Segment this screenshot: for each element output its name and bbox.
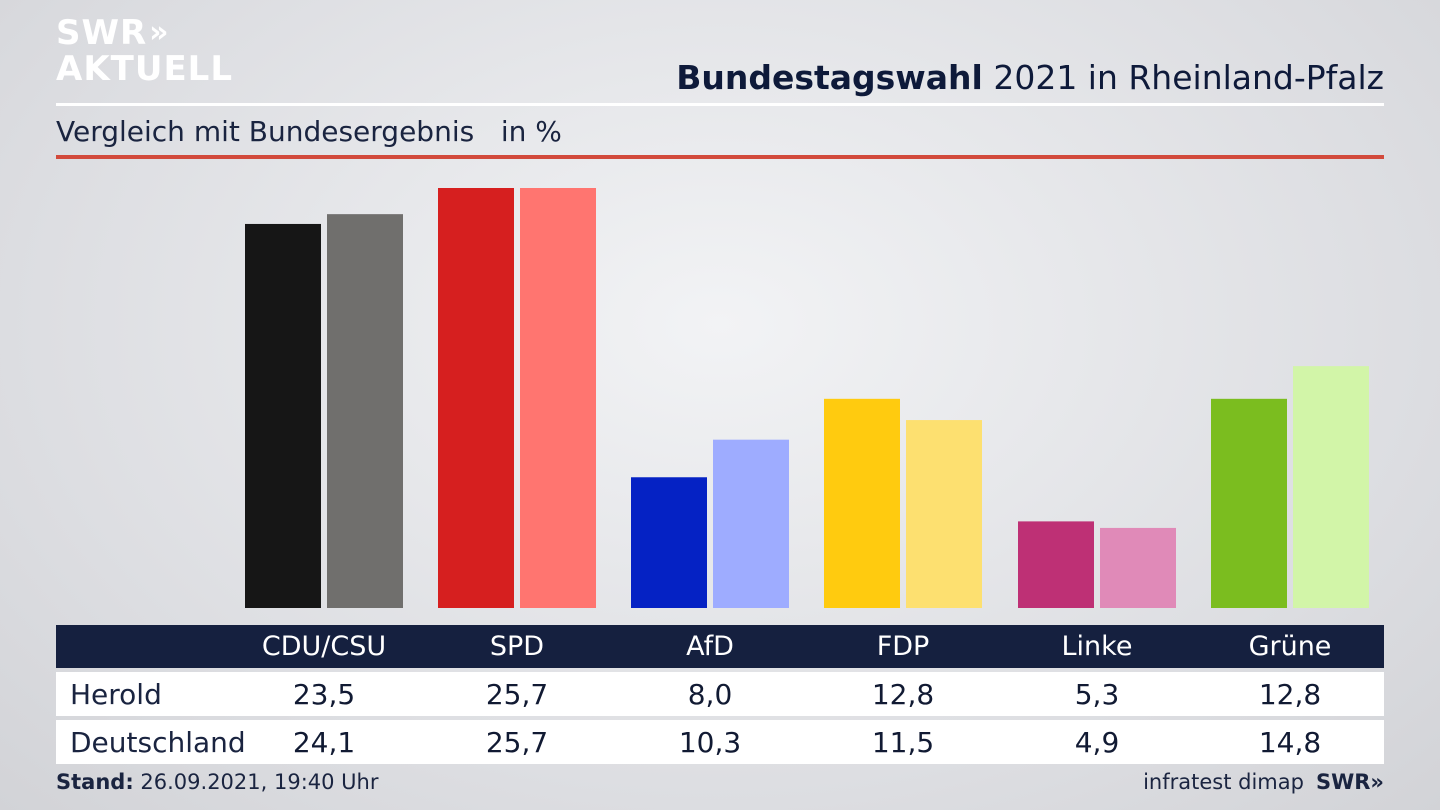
source-text: infratest dimap xyxy=(1143,770,1304,794)
stand-value: 26.09.2021, 19:40 Uhr xyxy=(133,770,379,794)
swr-brand-icon: SWR» xyxy=(1315,770,1384,794)
table-row-deutschland: Deutschland 24,1 25,7 10,3 11,5 4,9 14,8 xyxy=(56,720,1384,764)
bar-gruene-herold xyxy=(1211,398,1287,608)
title-rest: 2021 in Rheinland-Pfalz xyxy=(982,58,1384,97)
bar-linke-herold xyxy=(1018,521,1094,608)
bar-cdu-csu-herold xyxy=(245,223,321,608)
bar-cdu-csu-deutschland xyxy=(327,214,403,608)
title-bold: Bundestagswahl xyxy=(676,58,983,97)
footer: Stand: 26.09.2021, 19:40 Uhr infratest d… xyxy=(56,770,1384,800)
row-label-deutschland: Deutschland xyxy=(70,725,246,759)
data-label-herold-cdu-csu: 23,5 xyxy=(292,677,356,711)
bar-gruene-deutschland xyxy=(1293,366,1369,608)
data-label-herold-linke: 5,3 xyxy=(1074,677,1120,711)
data-label-deutschland-fdp: 11,5 xyxy=(871,725,935,759)
data-label-deutschland-linke: 4,9 xyxy=(1074,725,1120,759)
column-header-cdu-csu: CDU/CSU xyxy=(261,631,387,662)
bar-afd-herold xyxy=(631,477,707,608)
accent-divider xyxy=(56,155,1384,159)
logo-aktuell-text: AKTUELL xyxy=(56,49,234,89)
stand-label: Stand: xyxy=(56,770,134,794)
page-title: Bundestagswahl 2021 in Rheinland-Pfalz xyxy=(676,58,1384,97)
column-header-linke: Linke xyxy=(1061,631,1133,662)
table-header-row: CDU/CSU SPD AfD FDP Linke Grüne xyxy=(56,625,1384,668)
chart-subtitle: Vergleich mit Bundesergebnis in % xyxy=(56,115,562,148)
source-credit: infratest dimap SWR» xyxy=(1143,770,1384,794)
row-label-herold: Herold xyxy=(70,677,162,711)
logo-swr-text: SWR xyxy=(56,13,148,53)
bar-linke-deutschland xyxy=(1100,527,1176,608)
swr-aktuell-logo: SWR» AKTUELL xyxy=(56,16,233,86)
data-label-deutschland-cdu-csu: 24,1 xyxy=(292,725,356,759)
column-header-gruene: Grüne xyxy=(1248,631,1332,662)
data-label-deutschland-afd: 10,3 xyxy=(678,725,742,759)
data-label-herold-afd: 8,0 xyxy=(687,677,733,711)
bar-fdp-deutschland xyxy=(906,420,982,608)
data-label-herold-spd: 25,7 xyxy=(485,677,549,711)
column-header-spd: SPD xyxy=(489,631,545,662)
data-label-deutschland-gruene: 14,8 xyxy=(1258,725,1322,759)
bar-fdp-herold xyxy=(824,398,900,608)
title-divider xyxy=(56,103,1384,106)
bar-spd-deutschland xyxy=(520,188,596,608)
bar-afd-deutschland xyxy=(713,439,789,608)
table-row-herold: Herold 23,5 25,7 8,0 12,8 5,3 12,8 xyxy=(56,672,1384,716)
bar-spd-herold xyxy=(438,188,514,608)
data-label-herold-gruene: 12,8 xyxy=(1258,677,1322,711)
timestamp: Stand: 26.09.2021, 19:40 Uhr xyxy=(56,770,379,794)
data-label-deutschland-spd: 25,7 xyxy=(485,725,549,759)
data-label-herold-fdp: 12,8 xyxy=(871,677,935,711)
column-header-fdp: FDP xyxy=(876,631,930,662)
column-header-afd: AfD xyxy=(686,631,734,662)
results-table: CDU/CSU SPD AfD FDP Linke Grüne Herold 23,5 25,… xyxy=(56,625,1384,764)
